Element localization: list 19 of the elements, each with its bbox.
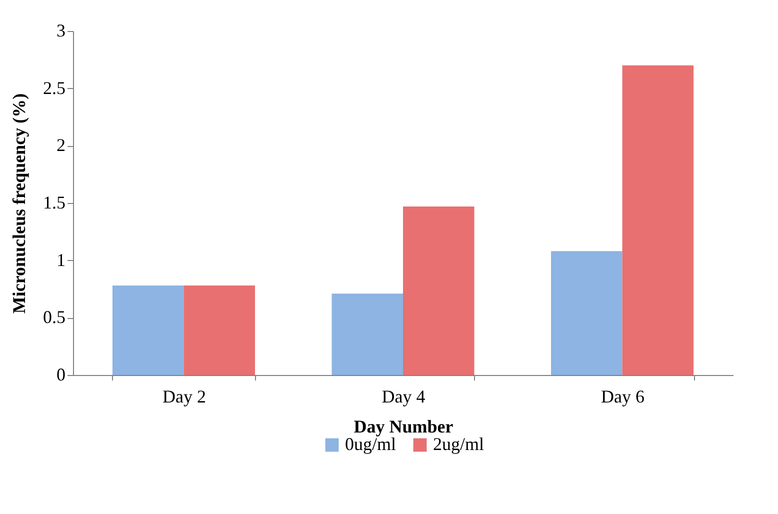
y-tick-label: 0.5	[43, 307, 66, 328]
y-tick-label: 2.5	[43, 78, 66, 98]
legend-label: 2ug/ml	[433, 434, 484, 454]
bar	[184, 286, 255, 375]
x-tick-label: Day 4	[382, 386, 426, 406]
bar	[403, 206, 474, 375]
x-tick-label: Day 6	[601, 386, 645, 406]
bar	[551, 251, 622, 375]
x-tick-label: Day 2	[162, 386, 206, 406]
x-axis-title: Day Number	[354, 416, 454, 436]
y-tick-label: 3	[56, 20, 66, 40]
bar	[622, 65, 694, 375]
y-tick-label: 1	[56, 250, 66, 270]
y-tick-label: 1.5	[43, 192, 66, 212]
bar	[112, 286, 184, 375]
y-tick-label: 2	[56, 135, 66, 156]
y-axis-title: Micronucleus frequency (%)	[9, 93, 29, 314]
bar	[332, 294, 403, 375]
y-tick-label: 0	[56, 364, 66, 384]
